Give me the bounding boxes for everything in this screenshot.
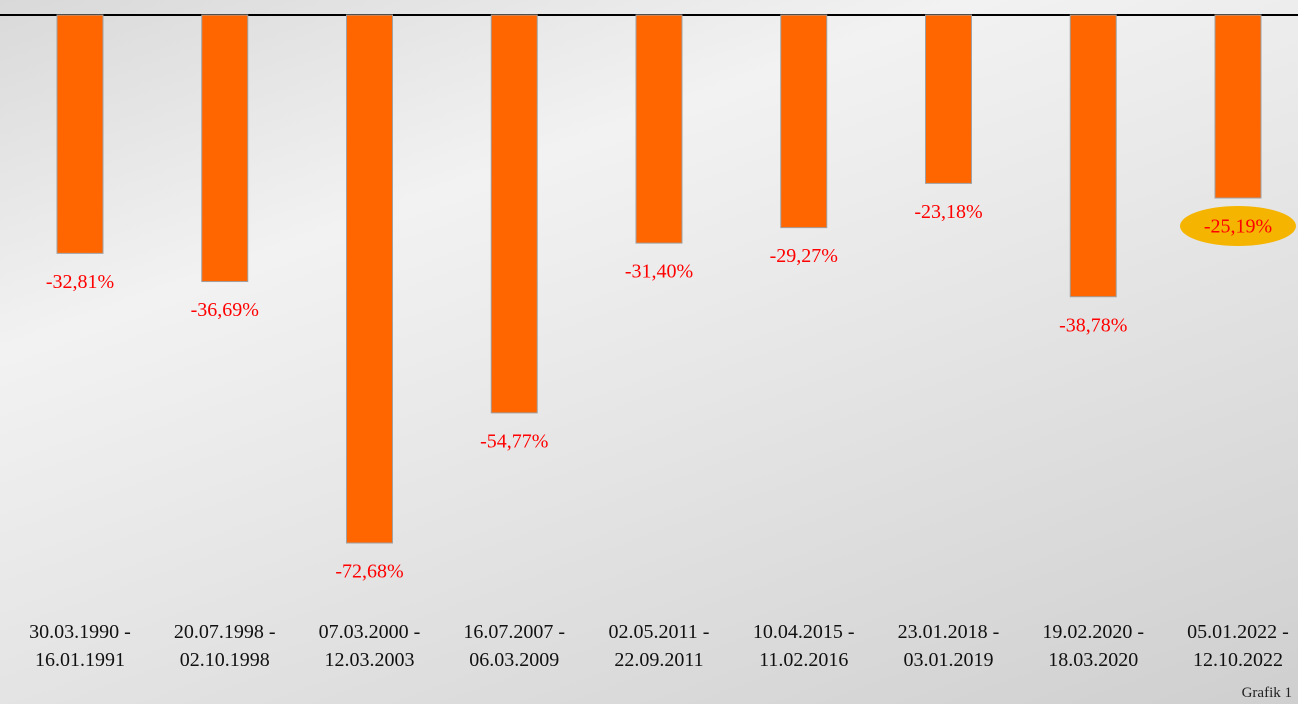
x-tick-label: 07.03.2000 - 12.03.2003 <box>318 621 421 671</box>
x-tick-label: 30.03.1990 - 16.01.1991 <box>29 621 131 671</box>
value-label: -29,27% <box>770 245 838 267</box>
x-tick-label: 16.07.2007 - 06.03.2009 <box>463 621 566 671</box>
value-label: -31,40% <box>625 261 693 283</box>
value-label: -36,69% <box>191 299 259 321</box>
value-label: -54,77% <box>480 430 548 452</box>
x-tick-label: 02.05.2011 - 22.09.2011 <box>608 621 710 671</box>
bar <box>490 14 538 414</box>
bar <box>1214 14 1262 199</box>
bar <box>346 14 393 544</box>
bar <box>635 14 683 244</box>
note: Grafik 1 <box>1241 685 1292 701</box>
value-label: -38,78% <box>1059 314 1127 336</box>
x-tick-label: 10.04.2015 - 11.02.2016 <box>752 621 855 671</box>
bar <box>201 14 249 283</box>
value-label: -72,68% <box>335 561 403 583</box>
highlight <box>1180 205 1296 246</box>
value-label: -25,19% <box>1204 216 1272 238</box>
value-label: -32,81% <box>46 271 114 293</box>
x-tick-label: 05.01.2022 - 12.10.2022 <box>1187 621 1289 671</box>
bar <box>925 14 972 184</box>
x-tick-label: 20.07.1998 - 02.10.1998 <box>173 621 276 671</box>
x-tick-label: 19.02.2020 - 18.03.2020 <box>1042 621 1145 671</box>
value-label: -23,18% <box>914 201 982 223</box>
x-tick-label: 23.01.2018 - 03.01.2019 <box>897 621 1000 671</box>
bar <box>780 14 828 229</box>
bar <box>56 14 104 254</box>
bar <box>1069 14 1117 298</box>
